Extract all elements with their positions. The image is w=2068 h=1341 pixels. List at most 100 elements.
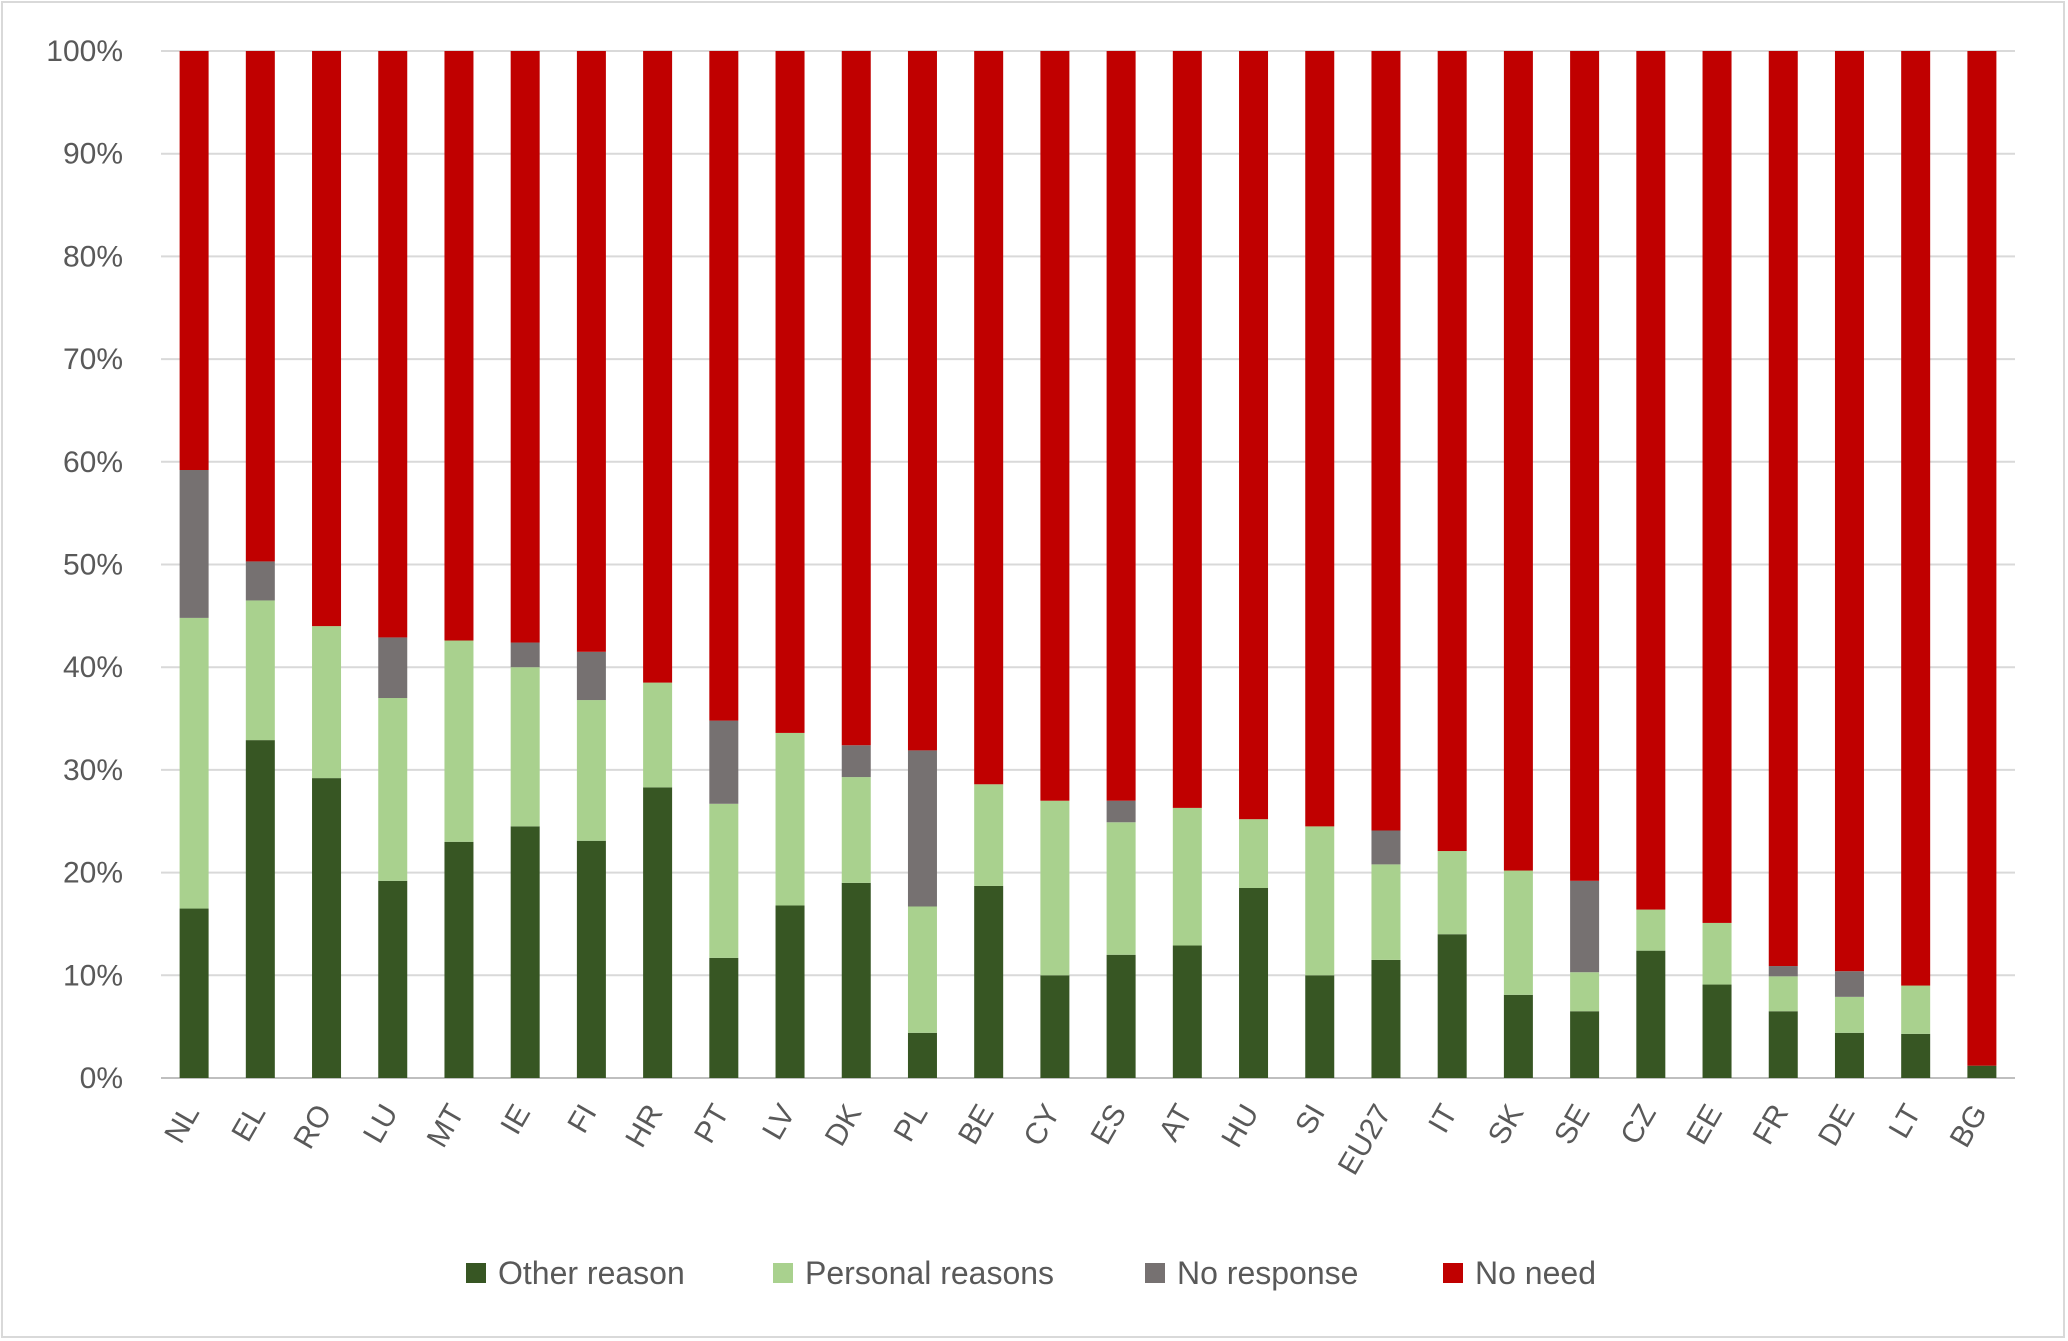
bar-segment-other-reason xyxy=(576,840,606,1078)
bar-segment-other-reason xyxy=(1901,1033,1931,1078)
bar-segment-personal-reasons xyxy=(1702,922,1732,985)
bar-stack-ie xyxy=(510,51,540,1078)
bar-segment-other-reason xyxy=(312,778,342,1078)
bar-segment-no-need xyxy=(1106,51,1136,801)
legend-label: Personal reasons xyxy=(805,1255,1054,1291)
bar-segment-no-response xyxy=(1371,830,1401,865)
y-tick-label: 70% xyxy=(63,343,123,376)
bar-segment-other-reason xyxy=(1040,975,1070,1078)
x-tick-label: PL xyxy=(888,1099,935,1147)
bar-stack-hu xyxy=(1239,51,1269,1078)
gridlines xyxy=(161,50,2015,1079)
bar-stack-de xyxy=(1834,51,1864,1078)
bar-segment-personal-reasons xyxy=(378,698,408,881)
bar-segment-other-reason xyxy=(1239,888,1269,1078)
bar-segment-no-need xyxy=(643,51,673,683)
bar-segment-personal-reasons xyxy=(1371,864,1401,960)
bar-segment-personal-reasons xyxy=(179,617,209,909)
bar-stack-ee xyxy=(1702,51,1732,1078)
bar-segment-other-reason xyxy=(1172,945,1202,1078)
bar-segment-personal-reasons xyxy=(974,784,1004,886)
bar-stack-fr xyxy=(1768,51,1798,1078)
bar-stack-fi xyxy=(576,51,606,1078)
bar-stack-lv xyxy=(775,51,805,1078)
bar-segment-personal-reasons xyxy=(1437,851,1467,935)
legend-item: No need xyxy=(1443,1255,1596,1291)
bar-stack-nl xyxy=(179,51,209,1078)
bar-segment-no-response xyxy=(841,745,871,778)
bar-segment-personal-reasons xyxy=(1106,822,1136,955)
y-tick-label: 0% xyxy=(80,1062,123,1095)
bar-segment-personal-reasons xyxy=(1040,800,1070,976)
bar-segment-no-need xyxy=(1768,51,1798,967)
bar-segment-no-response xyxy=(510,642,540,668)
legend-swatch xyxy=(1443,1263,1463,1283)
bar-stack-ro xyxy=(312,51,342,1078)
bar-segment-other-reason xyxy=(1437,934,1467,1078)
x-tick-label: IE xyxy=(494,1099,537,1140)
bar-segment-other-reason xyxy=(245,740,275,1078)
x-tick-label: CY xyxy=(1018,1099,1067,1152)
x-tick-label: LU xyxy=(357,1099,405,1149)
x-tick-label: EE xyxy=(1681,1099,1730,1150)
bar-segment-no-need xyxy=(1702,51,1732,923)
x-tick-label: HR xyxy=(619,1099,669,1153)
bar-segment-other-reason xyxy=(378,880,408,1078)
bar-segment-no-need xyxy=(1503,51,1533,871)
bar-stack-se xyxy=(1570,51,1600,1078)
bar-stack-sk xyxy=(1503,51,1533,1078)
x-tick-label: EL xyxy=(225,1099,272,1147)
x-tick-label: BG xyxy=(1944,1099,1994,1153)
bar-stack-dk xyxy=(841,51,871,1078)
bar-stack-at xyxy=(1172,51,1202,1078)
bar-stack-pt xyxy=(709,51,739,1078)
y-tick-label: 100% xyxy=(46,35,123,68)
x-tick-label: ES xyxy=(1085,1099,1134,1150)
bar-segment-no-need xyxy=(775,51,805,733)
bar-segment-personal-reasons xyxy=(907,906,937,1033)
bar-segment-no-need xyxy=(245,51,275,562)
bar-stack-pl xyxy=(907,51,937,1078)
x-tick-label: MT xyxy=(421,1099,471,1153)
bar-segment-no-response xyxy=(907,750,937,907)
bar-segment-no-response xyxy=(1570,880,1600,973)
y-tick-label: 50% xyxy=(63,549,123,582)
legend: Other reason Personal reasons No response N… xyxy=(466,1255,1596,1291)
bar-segment-no-need xyxy=(1901,51,1931,986)
legend-label: No need xyxy=(1475,1255,1596,1291)
bar-segment-personal-reasons xyxy=(709,803,739,958)
bar-stack-si xyxy=(1305,51,1335,1078)
bar-segment-no-response xyxy=(179,470,209,618)
bar-segment-other-reason xyxy=(1702,984,1732,1078)
bar-segment-personal-reasons xyxy=(1239,819,1269,889)
bar-segment-no-response xyxy=(576,651,606,701)
legend-item: Other reason xyxy=(466,1255,685,1291)
bar-segment-no-response xyxy=(245,561,275,601)
bar-segment-other-reason xyxy=(1106,954,1136,1078)
legend-swatch xyxy=(466,1263,486,1283)
x-axis-ticks: NL EL RO LU MT IE FI HR PT LV DK PL BE CY ES AT HU SI EU27… xyxy=(158,1099,1994,1180)
bar-segment-other-reason xyxy=(1967,1065,1997,1078)
bar-segment-no-response xyxy=(1834,971,1864,997)
bar-segment-no-need xyxy=(1172,51,1202,808)
legend-item: Personal reasons xyxy=(773,1255,1054,1291)
bar-segment-no-need xyxy=(1371,51,1401,831)
bar-stack-bg xyxy=(1967,51,1997,1078)
legend-label: Other reason xyxy=(498,1255,685,1291)
bars xyxy=(179,51,1997,1078)
bar-segment-no-need xyxy=(1636,51,1666,910)
bar-segment-personal-reasons xyxy=(312,626,342,779)
bar-segment-no-need xyxy=(907,51,937,751)
bar-segment-personal-reasons xyxy=(1768,976,1798,1012)
bar-segment-no-need xyxy=(378,51,408,638)
bar-segment-no-need xyxy=(1570,51,1600,881)
x-tick-label: SE xyxy=(1548,1099,1597,1150)
x-tick-label: LT xyxy=(1883,1099,1928,1144)
bar-segment-personal-reasons xyxy=(1172,807,1202,946)
bar-segment-personal-reasons xyxy=(775,732,805,906)
x-tick-label: BE xyxy=(952,1099,1001,1150)
bar-segment-no-need xyxy=(510,51,540,643)
bar-segment-other-reason xyxy=(1570,1011,1600,1078)
x-tick-label: FI xyxy=(562,1099,604,1139)
bar-segment-no-response xyxy=(709,720,739,804)
